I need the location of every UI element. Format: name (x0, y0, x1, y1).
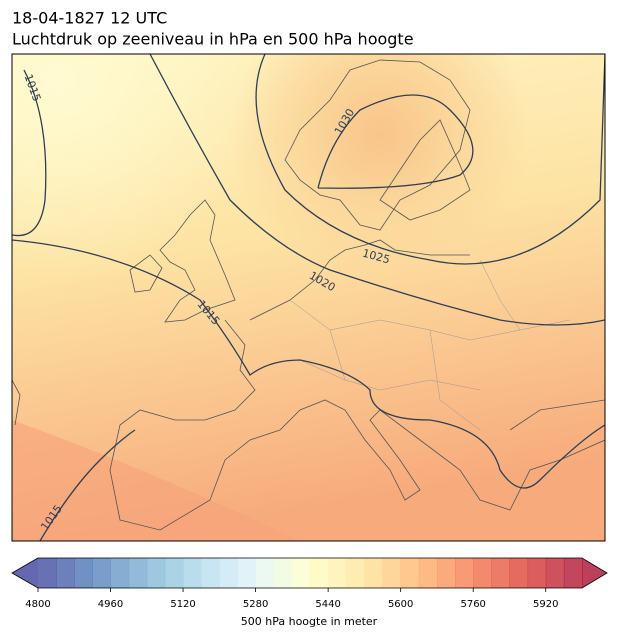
coastline (284, 59, 471, 231)
colorbar-segment (146, 558, 166, 588)
colorbar-segment (56, 558, 75, 588)
coastline (509, 399, 605, 431)
colorbar-tick-label: 4960 (98, 599, 123, 610)
map-frame (11, 53, 606, 542)
colorbar-extend (582, 558, 607, 588)
colorbar-tick-label: 5120 (170, 599, 195, 610)
colorbar-segment (128, 558, 148, 588)
colorbar-outline (11, 557, 608, 589)
title: 18-04-1827 12 UTC (12, 9, 167, 28)
colorbar-segment (164, 558, 184, 588)
colorbar-segment (201, 558, 220, 588)
isobar (12, 69, 47, 237)
colorbar-segment (74, 558, 93, 588)
colorbar-segment (473, 558, 492, 588)
colorbar-tick-label: 4800 (25, 599, 50, 610)
coastline (109, 319, 605, 531)
colorbar-segment (183, 558, 202, 588)
colorbar-segment (436, 558, 456, 588)
colorbar-segment (255, 558, 275, 588)
colorbar-segment (219, 558, 238, 588)
colorbar-segment (400, 558, 420, 588)
colorbar-segment (237, 558, 257, 588)
colorbar-segment (328, 558, 347, 588)
colorbar-segment (563, 558, 583, 588)
isobar (149, 54, 605, 326)
map-shading (12, 420, 300, 541)
isobar (12, 239, 605, 489)
colorbar-tick-label: 5440 (315, 599, 340, 610)
coastline (129, 254, 163, 293)
isobar (39, 429, 136, 541)
colorbar-segment (92, 558, 112, 588)
coastline (159, 199, 236, 323)
coastline (12, 379, 21, 426)
colorbar-tick-label: 5920 (533, 599, 558, 610)
coastline (379, 119, 471, 221)
colorbar-segment (310, 558, 329, 588)
colorbar: 4800 4960 5120 5280 5440 5600 5760 5920 (11, 557, 608, 610)
colorbar-tick-label: 5760 (460, 599, 485, 610)
map: 1015 1030 1025 1020 1015 1015 (12, 54, 605, 541)
colorbar-segment (455, 558, 474, 588)
colorbar-segment (346, 558, 365, 588)
colorbar-segment (38, 558, 57, 588)
colorbar-segment (364, 558, 384, 588)
colorbar-segment (382, 558, 402, 588)
colorbar-segment (545, 558, 565, 588)
colorbar-segment (418, 558, 438, 588)
colorbar-segment (491, 558, 510, 588)
colorbar-tick-label: 5280 (243, 599, 268, 610)
coastline (249, 239, 470, 321)
colorbar-extend (12, 558, 38, 588)
colorbar-segment (527, 558, 547, 588)
colorbar-segment (273, 558, 293, 588)
isobar (317, 94, 474, 189)
isobar (255, 54, 605, 265)
subtitle: Luchtdruk op zeeniveau in hPa en 500 hPa… (12, 30, 414, 49)
colorbar-label: 500 hPa hoogte in meter (241, 615, 378, 628)
colorbar-segment (110, 558, 130, 588)
border (289, 259, 571, 431)
colorbar-segment (291, 558, 311, 588)
colorbar-segment (509, 558, 529, 588)
colorbar-tick-label: 5600 (388, 599, 413, 610)
